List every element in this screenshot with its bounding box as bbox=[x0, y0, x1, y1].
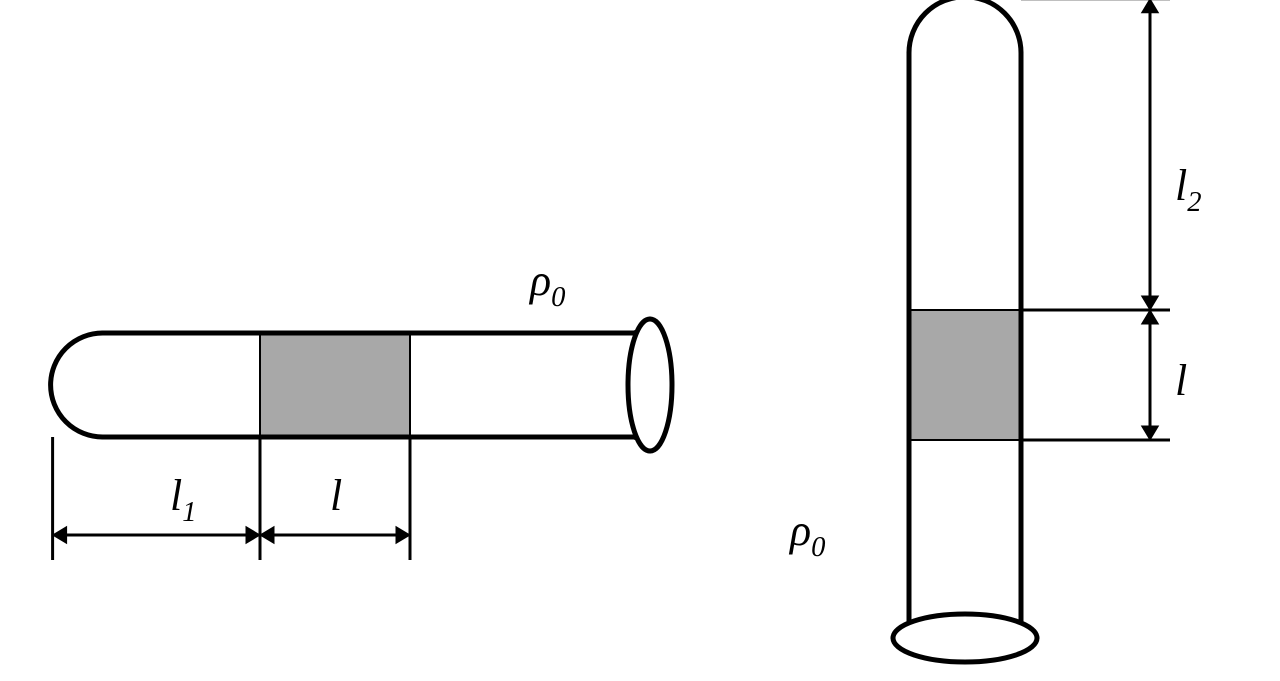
label-l-horizontal: l bbox=[330, 471, 342, 520]
tube-closed-cap bbox=[51, 333, 103, 437]
vertical-tube bbox=[893, 0, 1037, 662]
label-l1: l1 bbox=[170, 471, 197, 528]
tube-open-mouth bbox=[628, 319, 672, 451]
label-rho0-horizontal: ρ0 bbox=[528, 256, 565, 313]
mercury-column-vertical bbox=[909, 310, 1021, 440]
tube-closed-cap-top bbox=[909, 0, 1021, 53]
mercury-column-horizontal bbox=[260, 333, 410, 437]
label-rho0-vertical: ρ0 bbox=[788, 506, 825, 563]
label-l-vertical: l bbox=[1175, 356, 1187, 405]
horizontal-tube bbox=[51, 319, 672, 451]
tube-open-mouth-bottom bbox=[893, 614, 1037, 662]
label-l2: l2 bbox=[1175, 161, 1202, 218]
